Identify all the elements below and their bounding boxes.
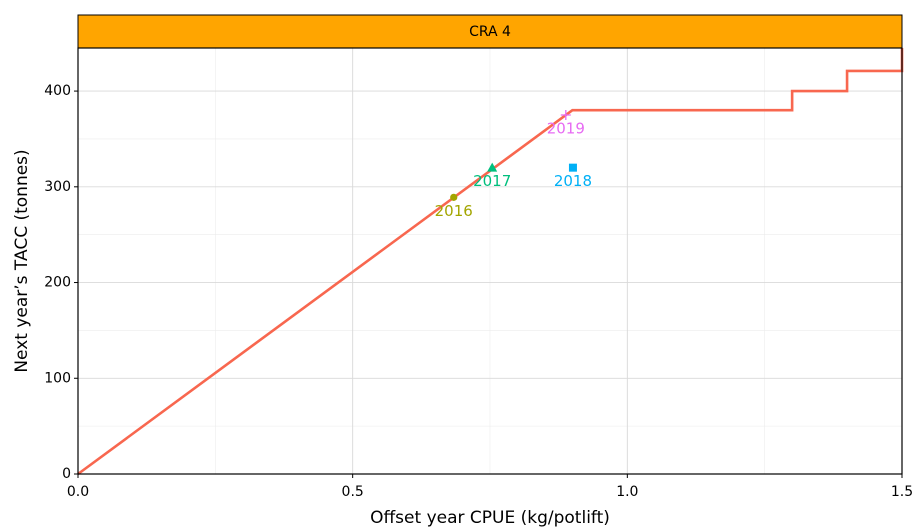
facet-strip: [77, 14, 903, 49]
point: [487, 162, 498, 172]
point-label: 2017: [473, 172, 511, 190]
point-label: 2018: [554, 172, 592, 190]
x-tick-label: 1.5: [891, 484, 913, 500]
y-tick-label: 300: [44, 179, 71, 195]
facet-label: CRA 4: [469, 24, 511, 40]
point-label: 2019: [547, 120, 585, 138]
y-axis-label: Next year’s TACC (tonnes): [12, 149, 32, 372]
y-tick-label: 200: [44, 275, 71, 291]
x-axis-label: Offset year CPUE (kg/potlift): [370, 508, 610, 528]
x-tick-label: 0.5: [342, 484, 364, 500]
point: [450, 193, 458, 201]
y-tick-label: 0: [62, 466, 71, 482]
panel-border: [77, 47, 903, 475]
point: [560, 110, 571, 121]
x-tick-label: 0.0: [67, 484, 89, 500]
y-tick-label: 100: [44, 370, 71, 386]
point: [568, 163, 577, 172]
x-tick-label: 1.0: [616, 484, 638, 500]
rule-line: [77, 48, 904, 476]
y-tick-label: 400: [44, 83, 71, 99]
point-label: 2016: [435, 202, 473, 220]
